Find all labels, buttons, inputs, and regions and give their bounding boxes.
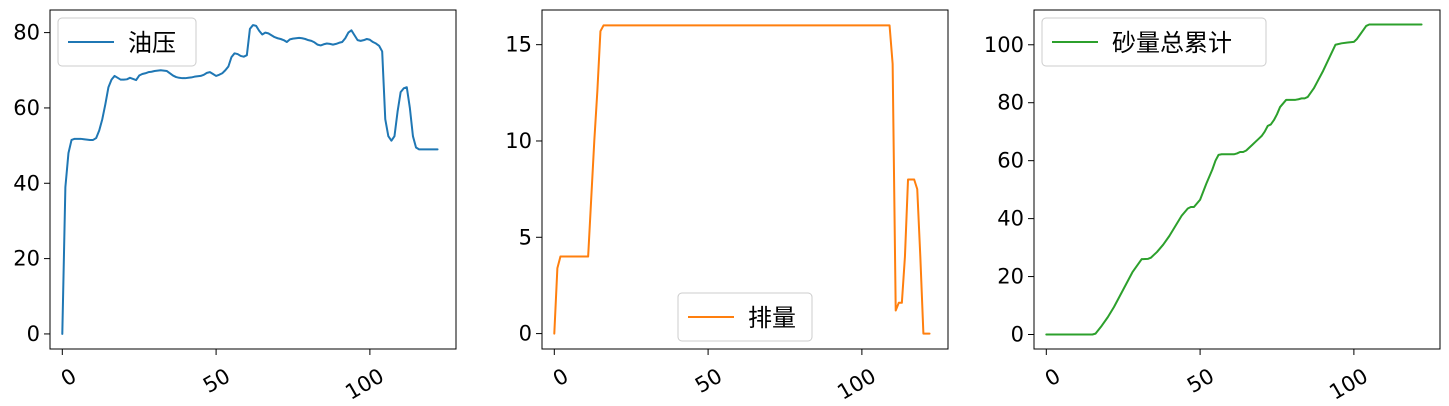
y-tick-label: 60 <box>13 96 40 120</box>
y-tick-label: 10 <box>505 129 532 153</box>
chart-panel-1: 0 50 100 0 20 40 60 80 油压 <box>13 9 457 405</box>
y-tick-label: 40 <box>997 207 1024 231</box>
series-line-3-1 <box>1045 23 1423 336</box>
legend-label: 砂量总累计 <box>1112 29 1232 57</box>
chart-panel-3: 0 50 100 0 20 40 60 80 100 砂量总累计 <box>984 9 1441 405</box>
y-tick-label: 100 <box>984 33 1024 57</box>
legend-label: 排量 <box>748 304 796 332</box>
y-tick-label: 5 <box>519 225 532 249</box>
y-tick-label: 40 <box>13 171 40 195</box>
y-tick-label: 0 <box>1011 323 1024 347</box>
x-tick-label: 0 <box>1041 364 1065 391</box>
y-tick-label: 80 <box>13 21 40 45</box>
axes-frame <box>541 9 949 350</box>
y-tick-label: 0 <box>27 322 40 346</box>
axes-frame <box>49 9 457 350</box>
axes-frame <box>1033 9 1441 350</box>
legend-box <box>677 292 813 342</box>
legend-box <box>1041 17 1267 67</box>
chart-panel-2: 0 50 100 0 5 10 15 排量 <box>505 9 949 405</box>
legend-label: 油压 <box>128 29 176 57</box>
x-tick-label: 50 <box>199 364 234 398</box>
legend: 砂量总累计 <box>1041 17 1267 67</box>
y-tick-label: 80 <box>997 91 1024 115</box>
series-line-1-1 <box>61 24 439 335</box>
y-tick-label: 60 <box>997 149 1024 173</box>
y-tick-label: 0 <box>519 322 532 346</box>
x-tick-label: 50 <box>691 364 726 398</box>
y-tick-label: 15 <box>505 33 532 57</box>
y-tick-label: 20 <box>13 247 40 271</box>
legend-box <box>57 17 197 67</box>
series-line-2-1 <box>553 24 931 335</box>
x-tick-label: 50 <box>1183 364 1218 398</box>
x-tick-label: 100 <box>1325 364 1372 405</box>
legend: 油压 <box>57 17 197 67</box>
x-tick-label: 0 <box>549 364 573 391</box>
x-tick-label: 100 <box>833 364 880 405</box>
y-tick-label: 20 <box>997 265 1024 289</box>
legend: 排量 <box>677 292 813 342</box>
x-tick-label: 100 <box>341 364 388 405</box>
x-tick-label: 0 <box>57 364 81 391</box>
